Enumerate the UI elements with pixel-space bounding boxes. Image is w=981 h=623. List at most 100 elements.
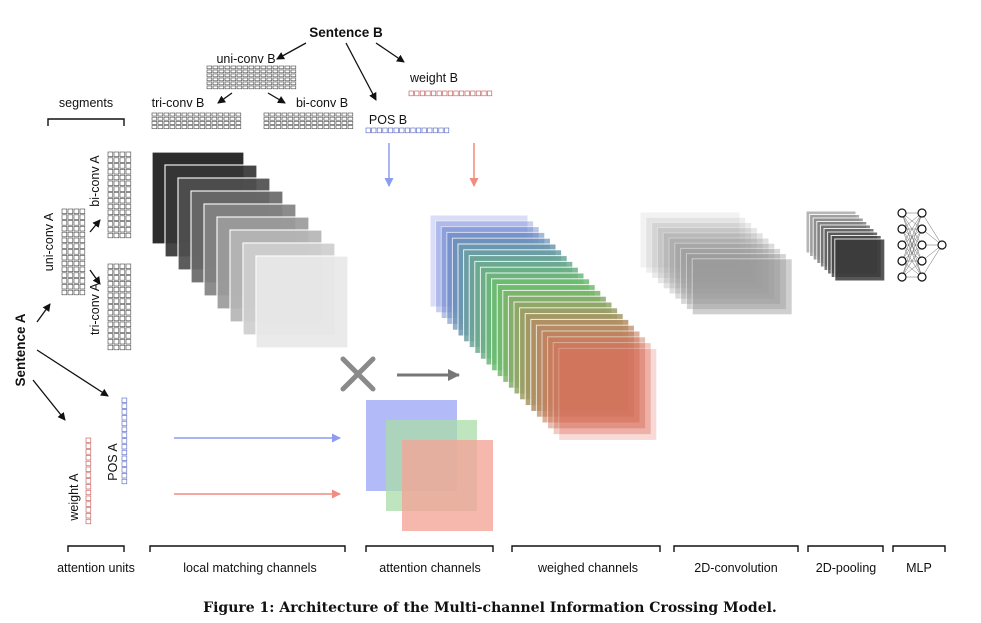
mlp-node — [917, 256, 927, 266]
matrix-cell — [79, 243, 86, 249]
matrix-cell — [125, 292, 132, 298]
matrix-cell — [107, 292, 114, 298]
matrix-cell — [323, 116, 330, 121]
pos-cell — [121, 455, 128, 461]
weight-cell — [481, 90, 487, 97]
mlp-node — [917, 224, 927, 234]
matrix-cell — [266, 73, 273, 78]
matrix-cell — [107, 286, 114, 293]
matrix-cell — [107, 275, 114, 281]
matrix-cell — [278, 81, 285, 86]
matrix-cell — [212, 77, 219, 82]
matrix-cell — [73, 278, 80, 284]
matrix-cell — [119, 232, 126, 239]
mlp-edge — [901, 212, 923, 262]
matrix-cell — [206, 69, 213, 74]
matrix-cell — [73, 214, 80, 220]
pos-cell — [121, 420, 128, 427]
weight-cell — [464, 90, 470, 97]
matrix-cell — [281, 116, 288, 121]
matrix-cell — [236, 65, 243, 70]
matrix-cell — [206, 77, 213, 82]
mlp-node — [897, 272, 907, 282]
matrix-cell — [230, 65, 237, 70]
matrix-cell — [248, 65, 255, 70]
sentence-b-arrows — [217, 42, 405, 104]
matrix-cell — [125, 163, 132, 169]
weight-a-label: weight A — [67, 473, 81, 522]
conv-layer — [685, 253, 787, 311]
matrix-cell — [113, 344, 120, 351]
pos-cell — [393, 127, 399, 134]
matrix-cell — [275, 121, 282, 125]
matrix-cell — [335, 125, 342, 129]
pos-cell — [121, 444, 128, 450]
segments-label: segments — [59, 96, 113, 110]
weighed-channel-layer — [558, 347, 658, 441]
matrix-cell — [119, 163, 126, 169]
matrix-cell — [125, 174, 132, 181]
matrix-cell — [61, 278, 68, 284]
weight-cell — [414, 90, 420, 97]
conv-layer — [662, 232, 764, 290]
matrix-cell — [272, 65, 279, 70]
mlp-edge — [901, 212, 923, 246]
matrix-cell — [341, 125, 348, 129]
matrix-cell — [73, 249, 80, 255]
matrix-cell — [107, 315, 114, 322]
matrix-cell — [61, 243, 68, 249]
matrix-cell — [299, 125, 306, 129]
matrix-cell — [125, 327, 132, 333]
matrix-cell — [151, 125, 158, 129]
weighed-channels-stack — [429, 214, 658, 441]
mlp-edge — [921, 244, 943, 278]
matrix-cell — [67, 231, 74, 238]
matrix-cell — [278, 65, 285, 70]
matrix-cell — [269, 125, 276, 129]
matrix-cell — [107, 304, 114, 310]
matrix-cell — [79, 284, 86, 290]
matrix-cell — [113, 333, 120, 339]
matrix-cell — [125, 286, 132, 293]
matrix-cell — [284, 85, 291, 90]
matrix-cell — [193, 121, 200, 125]
matrix-cell — [254, 65, 261, 70]
sentence-b-label: Sentence B — [309, 25, 383, 40]
figure-caption: Figure 1: Architecture of the Multi-chan… — [203, 600, 777, 616]
weight-cell — [85, 501, 92, 507]
pos-cell — [121, 409, 128, 415]
matrix-cell — [107, 298, 114, 304]
matrix-cell — [242, 69, 249, 74]
matrix-cell — [67, 284, 74, 290]
matrix-cell — [287, 125, 294, 129]
matrix-cell — [73, 260, 80, 267]
matrix-cell — [73, 272, 80, 278]
pos-cell — [416, 127, 422, 134]
matrix-cell — [107, 203, 114, 210]
matrix-cell — [218, 81, 225, 86]
matrix-cell — [181, 125, 188, 129]
matrix-cell — [311, 116, 318, 121]
weight-cell — [459, 90, 465, 97]
matrix-cell — [230, 77, 237, 82]
weight-cell — [85, 443, 92, 449]
weight-cell — [425, 90, 431, 97]
matrix-cell — [107, 327, 114, 333]
matrix-cell — [187, 125, 194, 129]
weight-cell — [85, 484, 92, 490]
matrix-cell — [193, 116, 200, 121]
matrix-cell — [290, 65, 297, 70]
matrix-cell — [242, 73, 249, 78]
matrix-cell — [125, 333, 132, 339]
pos-cell — [444, 127, 450, 134]
mlp-node — [897, 224, 907, 234]
matrix-cell — [236, 73, 243, 78]
weight-cell — [85, 455, 92, 461]
matrix-cell — [119, 209, 126, 215]
matrix-cell — [347, 112, 354, 117]
matrix-cell — [119, 292, 126, 298]
matrix-cell — [223, 116, 230, 121]
matrix-cell — [61, 249, 68, 255]
attention-channel-red — [402, 440, 493, 531]
matrix-cell — [67, 278, 74, 284]
